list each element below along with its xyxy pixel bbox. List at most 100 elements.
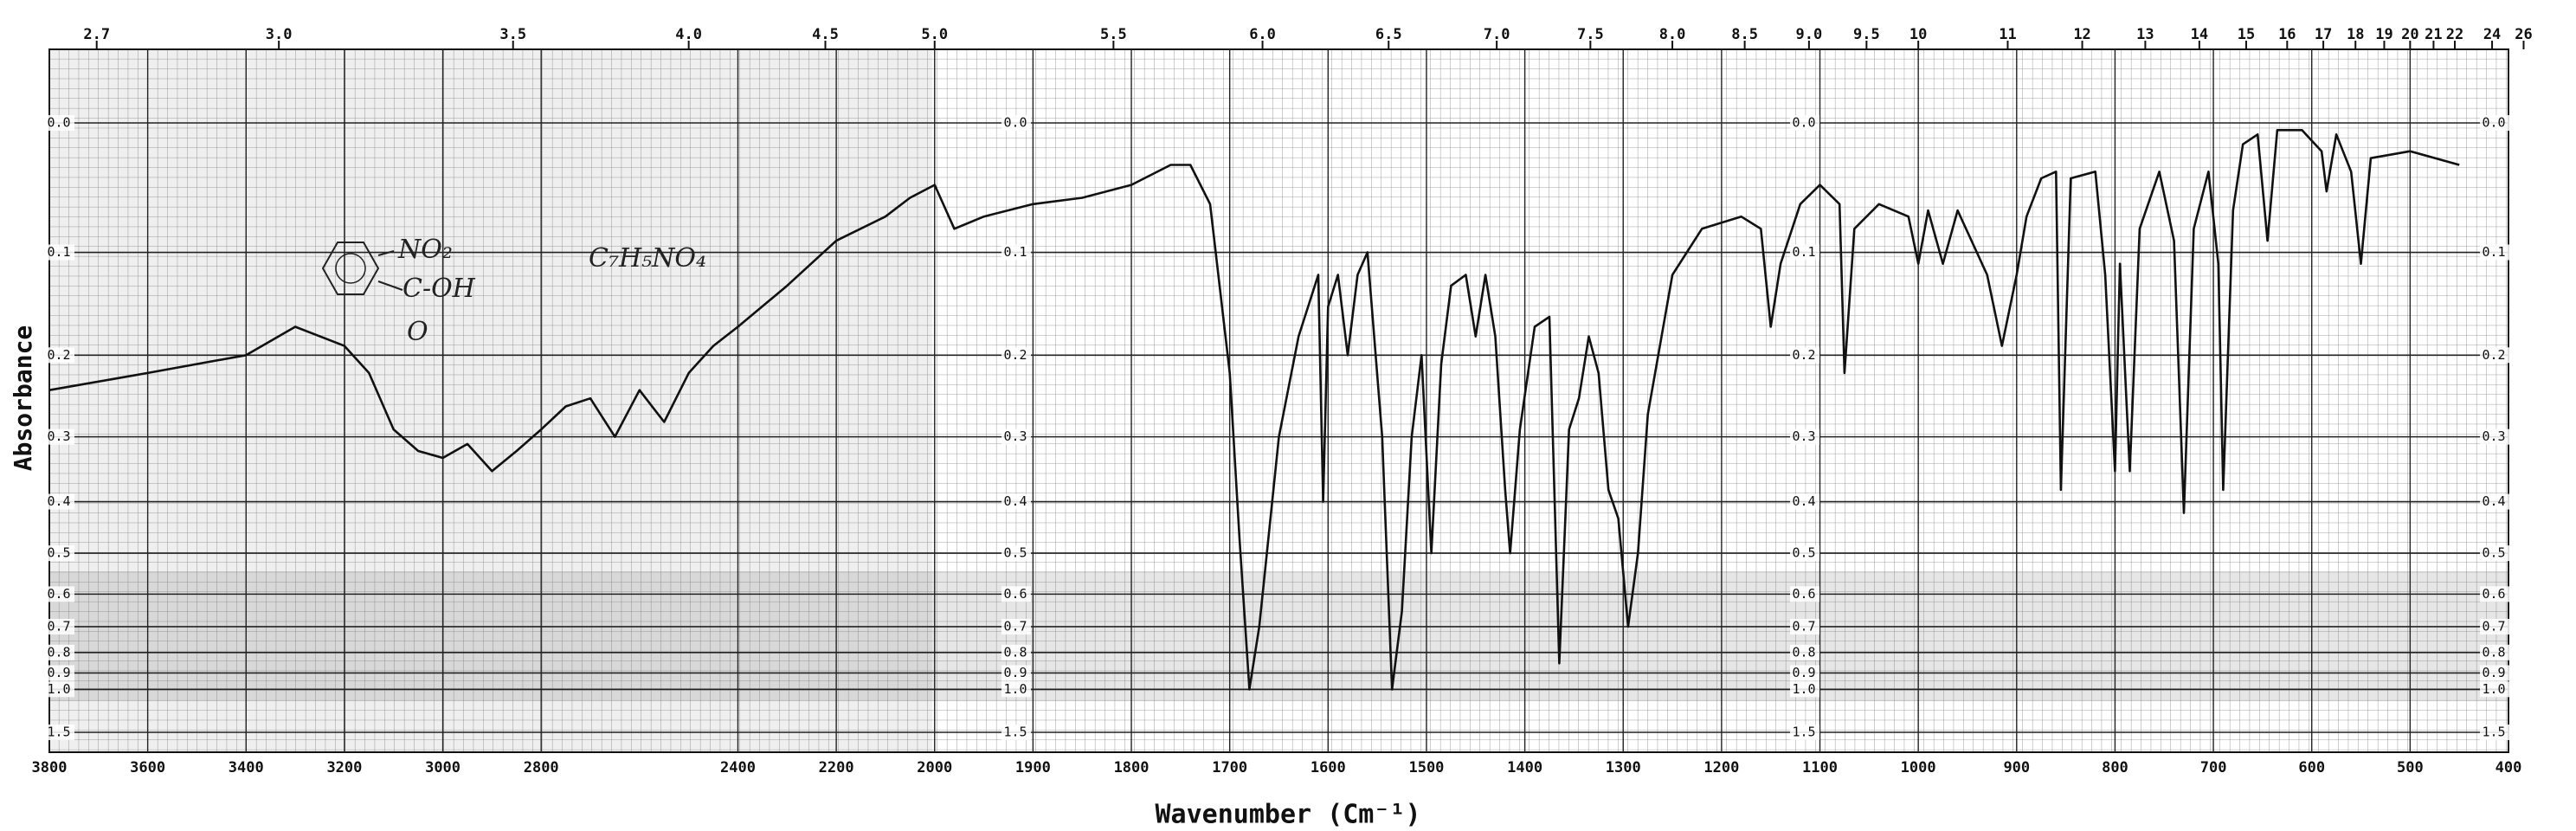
y-tick-label: 1.0 <box>47 681 70 697</box>
y-tick-label: 0.3 <box>47 428 70 444</box>
tick-label-bg <box>1790 545 1819 562</box>
x-tick-label: 1800 <box>1114 759 1150 776</box>
tick-label-bg <box>45 493 74 510</box>
tick-label-bg <box>1001 244 1031 261</box>
y-tick-label: 0.6 <box>2482 586 2505 602</box>
x-tick-label: 1100 <box>1802 759 1838 776</box>
y-tick-label: 1.5 <box>1792 725 1815 740</box>
y-tick-label: 0.9 <box>2482 665 2505 680</box>
x2-tick-label: 4.5 <box>812 26 839 43</box>
tick-label-bg <box>2480 115 2509 131</box>
tick-label-bg <box>1790 681 1819 698</box>
y-axis-label: Absorbance <box>9 325 37 472</box>
y-tick-label: 0.5 <box>1003 545 1027 561</box>
y-tick-label: 0.5 <box>2482 545 2505 561</box>
x2-tick-label: 7.5 <box>1577 26 1604 43</box>
tick-label-bg <box>1790 618 1819 635</box>
tick-label-bg <box>45 545 74 562</box>
tick-label-bg <box>1790 644 1819 660</box>
scan-shading <box>49 49 932 752</box>
tick-label-bg <box>2480 493 2509 510</box>
tick-label-bg <box>1790 493 1819 510</box>
tick-label-bg <box>1001 428 1031 445</box>
y-tick-label: 0.7 <box>47 618 70 634</box>
annotation: C-OH <box>402 274 476 304</box>
x-tick-label: 1200 <box>1703 759 1739 776</box>
x2-tick-label: 3.0 <box>266 26 293 43</box>
x2-tick-label: 9.5 <box>1853 26 1880 43</box>
y-tick-label: 0.4 <box>1792 493 1815 509</box>
y-tick-label: 0.5 <box>47 545 70 561</box>
tick-label-bg <box>45 618 74 635</box>
y-tick-label: 0.9 <box>1003 665 1027 680</box>
y-tick-label: 0.6 <box>1792 586 1815 602</box>
x-tick-label: 1300 <box>1606 759 1641 776</box>
x2-tick-label: 11 <box>1999 26 2016 43</box>
y-tick-label: 1.5 <box>47 725 70 740</box>
y-tick-label: 0.9 <box>47 665 70 680</box>
x2-tick-label: 6.0 <box>1249 26 1276 43</box>
y-tick-label: 0.2 <box>2482 347 2505 363</box>
y-tick-label: 0.2 <box>47 347 70 363</box>
y-tick-label: 0.9 <box>1792 665 1815 680</box>
y-tick-label: 1.0 <box>2482 681 2505 697</box>
x2-tick-label: 8.5 <box>1731 26 1758 43</box>
x2-tick-label: 18 <box>2347 26 2364 43</box>
tick-label-bg <box>2480 665 2509 681</box>
tick-label-bg <box>2480 681 2509 698</box>
tick-label-bg <box>1001 347 1031 364</box>
annotation: NO₂ <box>397 235 453 265</box>
x-tick-label: 600 <box>2298 759 2325 776</box>
y-tick-label: 0.1 <box>47 244 70 260</box>
x-tick-label: 700 <box>2200 759 2227 776</box>
y-tick-label: 0.4 <box>1003 493 1027 509</box>
y-tick-label: 0.3 <box>2482 428 2505 444</box>
x-tick-label: 800 <box>2102 759 2128 776</box>
x2-tick-label: 8.0 <box>1659 26 1686 43</box>
ticks: 0.0 0.0 0.0 0.0 0.1 0.1 0.1 0.1 0.2 0.2 0.2 0.2 0.3 0… <box>32 26 2533 776</box>
y-tick-label: 1.0 <box>1003 681 1027 697</box>
tick-label-bg <box>1790 665 1819 681</box>
x-tick-label: 3000 <box>425 759 460 776</box>
tick-label-bg <box>1001 493 1031 510</box>
x2-tick-label: 2.7 <box>83 26 110 43</box>
x-tick-label: 1900 <box>1015 759 1051 776</box>
tick-label-bg <box>2480 244 2509 261</box>
y-tick-label: 0.8 <box>1003 644 1027 660</box>
y-tick-label: 0.2 <box>1792 347 1815 363</box>
y-tick-label: 0.8 <box>2482 644 2505 660</box>
plot <box>48 129 2460 691</box>
x2-tick-label: 7.0 <box>1484 26 1510 43</box>
tick-label-bg <box>1790 586 1819 602</box>
x-tick-label: 2000 <box>917 759 952 776</box>
y-tick-label: 0.1 <box>1003 244 1027 260</box>
y-tick-label: 0.1 <box>2482 244 2505 260</box>
x-tick-label: 400 <box>2496 759 2522 776</box>
y-tick-label: 0.4 <box>2482 493 2505 509</box>
tick-label-bg <box>1790 115 1819 131</box>
tick-label-bg <box>1790 725 1819 741</box>
annotation: C₇H₅NO₄ <box>589 243 706 274</box>
x2-tick-label: 19 <box>2375 26 2392 43</box>
annotation: O <box>407 317 428 347</box>
x2-tick-label: 5.0 <box>921 26 948 43</box>
tick-label-bg <box>1001 545 1031 562</box>
benzene-sketch <box>321 242 403 295</box>
x2-tick-label: 10 <box>1909 26 1927 43</box>
x2-tick-label: 5.5 <box>1100 26 1127 43</box>
y-tick-label: 0.5 <box>1792 545 1815 561</box>
graph-paper <box>49 49 2508 752</box>
x2-tick-label: 17 <box>2315 26 2332 43</box>
y-tick-label: 0.7 <box>2482 618 2505 634</box>
x-tick-label: 3600 <box>130 759 165 776</box>
x2-tick-label: 6.5 <box>1375 26 1402 43</box>
y-tick-label: 0.0 <box>1792 115 1815 131</box>
x2-tick-label: 4.0 <box>675 26 702 43</box>
y-tick-label: 0.4 <box>47 493 70 509</box>
y-tick-label: 0.2 <box>1003 347 1027 363</box>
tick-label-bg <box>45 725 74 741</box>
y-tick-label: 0.8 <box>1792 644 1815 660</box>
tick-label-bg <box>2480 428 2509 445</box>
x-tick-label: 1600 <box>1311 759 1346 776</box>
spectrum-line <box>48 129 2460 691</box>
